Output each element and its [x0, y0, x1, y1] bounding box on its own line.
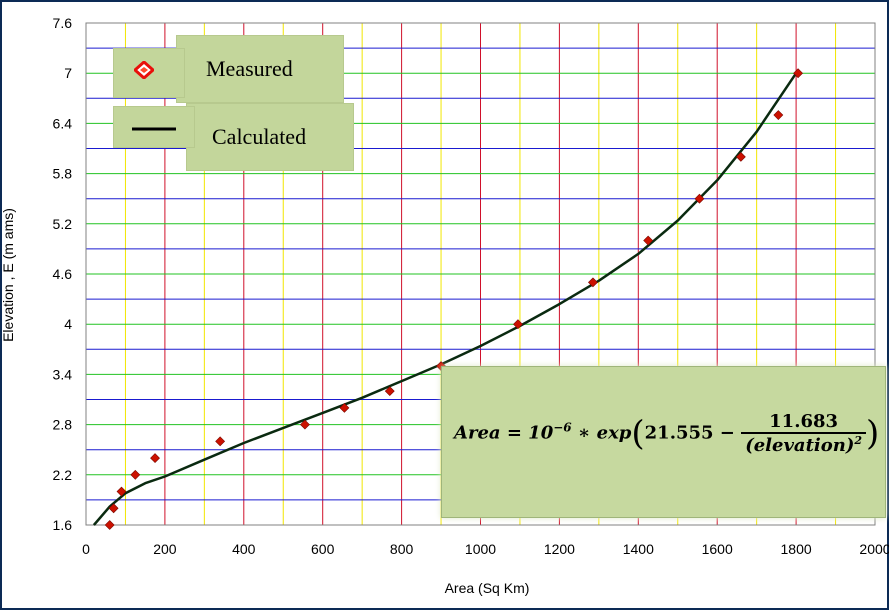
y-tick-label: 2.2	[53, 467, 73, 483]
legend-calculated-swatch-bg	[113, 106, 195, 148]
y-tick-label: 4	[64, 316, 72, 332]
y-tick-label: 5.8	[53, 166, 73, 182]
eq-fraction: 11.683 (elevation)2	[741, 411, 866, 456]
eq-numerator: 11.683	[741, 411, 866, 434]
eq-const: 21.555 −	[644, 422, 735, 444]
measured-point	[108, 503, 119, 514]
measured-point	[116, 486, 127, 497]
legend-measured-label: Measured	[206, 56, 293, 81]
measured-point	[735, 151, 746, 162]
x-tick-label: 400	[232, 541, 256, 557]
y-tick-label: 7.6	[53, 15, 73, 31]
x-tick-label: 0	[82, 541, 90, 557]
calculated-line	[92, 72, 798, 526]
x-tick-label: 200	[153, 541, 177, 557]
legend-calculated-box	[186, 103, 354, 171]
measured-point	[773, 110, 784, 120]
x-tick-label: 1200	[544, 541, 575, 557]
equation-text: Area = 10−6 ∗ exp(21.555 − 11.683 (eleva…	[454, 411, 880, 456]
measured-marker-icon	[134, 61, 154, 79]
x-tick-label: 2000	[859, 541, 889, 557]
y-tick-label: 5.2	[53, 216, 73, 232]
legend-measured-box	[176, 35, 344, 103]
x-tick-label: 600	[311, 541, 335, 557]
calculated-line-icon	[132, 127, 176, 131]
measured-point	[339, 402, 350, 413]
y-tick-label: 1.6	[53, 517, 73, 533]
measured-point	[300, 419, 310, 430]
equation-box: Area = 10−6 ∗ exp(21.555 − 11.683 (eleva…	[441, 366, 886, 518]
legend-calculated-label: Calculated	[212, 124, 307, 149]
plot-border	[85, 22, 876, 526]
measured-point	[215, 436, 226, 447]
x-tick-label: 1000	[465, 541, 496, 557]
measured-point	[643, 235, 654, 246]
measured-point	[104, 520, 115, 530]
x-tick-label: 1600	[702, 541, 733, 557]
eq-lhs: Area = 10	[454, 422, 554, 444]
measured-point	[513, 319, 523, 330]
x-tick-label: 800	[390, 541, 414, 557]
x-axis-title: Area (Sq Km)	[445, 580, 530, 596]
measured-point	[588, 277, 598, 288]
y-tick-label: 3.4	[53, 366, 73, 382]
y-tick-label: 4.6	[53, 266, 73, 282]
calculated-series	[92, 72, 798, 526]
measured-point	[150, 453, 160, 463]
measured-point	[793, 68, 803, 79]
tick-labels: 0 200 400 600 800 1000 1200 1400 1600 1800 2000 1.6…	[53, 15, 889, 557]
measured-point	[694, 193, 705, 204]
measured-point	[130, 469, 141, 480]
measured-series	[104, 68, 803, 530]
x-tick-label: 1800	[781, 541, 812, 557]
eq-denominator: (elevation)	[745, 435, 855, 456]
y-tick-label: 7	[64, 65, 72, 81]
measured-point	[384, 386, 395, 397]
x-tick-label: 1400	[623, 541, 654, 557]
eq-den-exponent: 2	[854, 434, 862, 447]
eq-mid: ∗ exp	[571, 422, 632, 444]
y-tick-label: 6.4	[53, 115, 73, 131]
y-tick-label: 2.8	[53, 417, 73, 433]
eq-exponent: −6	[553, 420, 572, 435]
y-axis-title: Elevation , E (m ams)	[0, 208, 16, 342]
